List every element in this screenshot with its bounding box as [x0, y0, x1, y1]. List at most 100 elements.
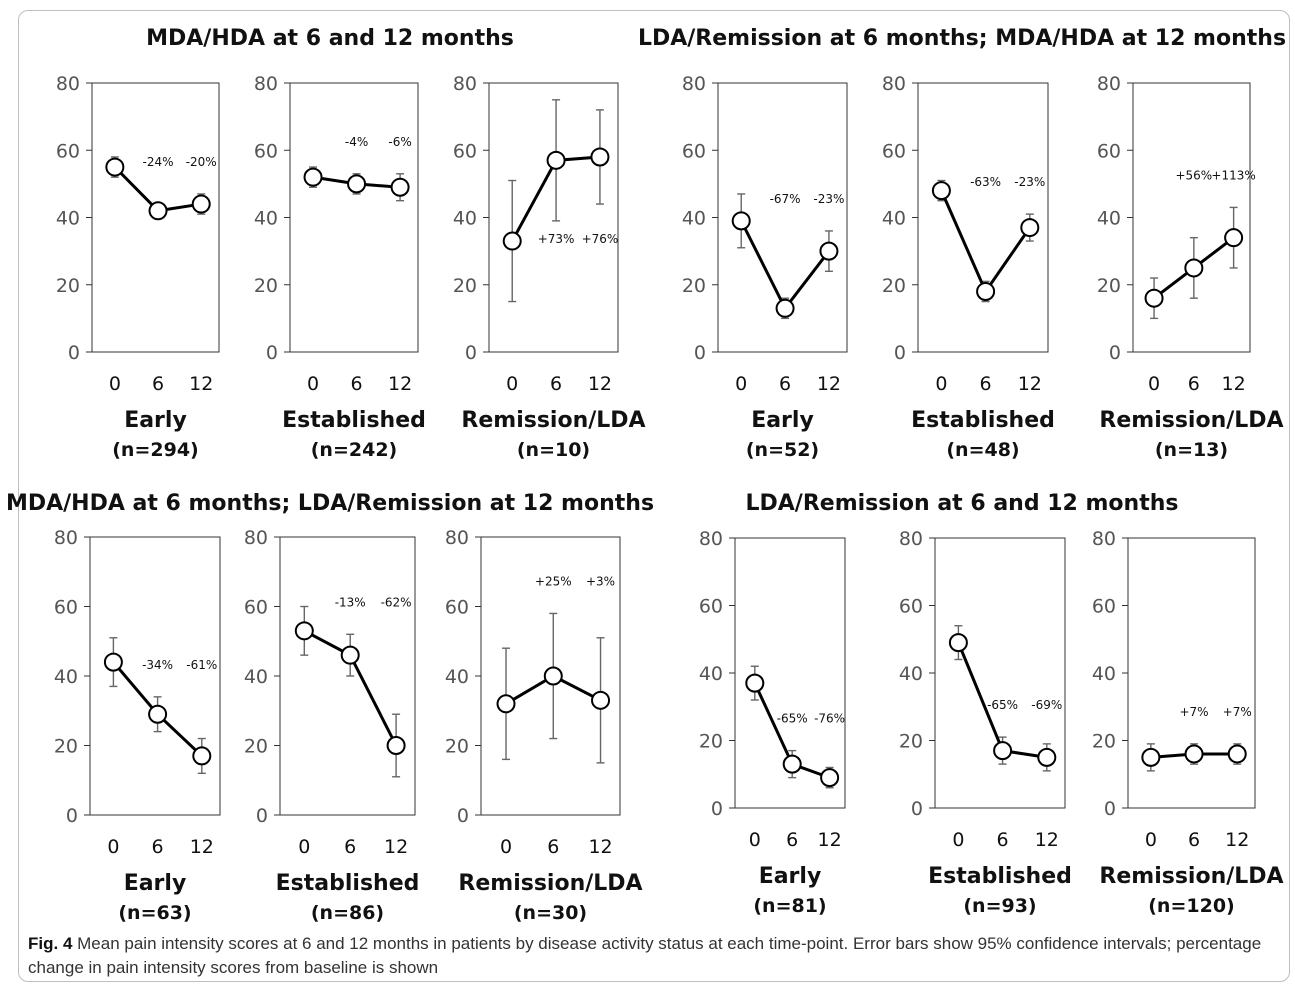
- y-tick-label-g3p1: 0: [66, 805, 78, 827]
- pct-change-label-g3p3: +3%: [586, 574, 615, 588]
- x-tick-label-g4p1: 12: [818, 829, 842, 851]
- x-tick-label-g4p3: 12: [1225, 829, 1249, 851]
- group-title-4: LDA/Remission at 6 and 12 months: [746, 491, 1179, 516]
- data-point-g2p2: [931, 181, 951, 201]
- x-tick-label-g3p1: 6: [152, 836, 164, 858]
- x-tick-label-g2p2: 6: [980, 373, 992, 395]
- y-tick-label-g3p1: 40: [54, 666, 78, 688]
- y-tick-label-g2p2: 0: [894, 342, 906, 364]
- x-tick-label-g4p1: 0: [749, 829, 761, 851]
- data-point-g3p2: [294, 621, 314, 641]
- data-point-g1p2: [390, 177, 410, 197]
- y-tick-label-g2p1: 0: [694, 342, 706, 364]
- x-tick-label-g1p3: 0: [506, 373, 518, 395]
- data-point-g4p2: [1037, 747, 1057, 767]
- pct-change-label-g2p3: +113%: [1211, 168, 1255, 182]
- y-tick-label-g3p1: 80: [54, 527, 78, 549]
- y-tick-label-g3p2: 40: [244, 666, 268, 688]
- data-point-g1p3: [502, 231, 522, 251]
- panel-n-g4p2: (n=93): [963, 895, 1036, 917]
- x-tick-label-g1p2: 0: [307, 373, 319, 395]
- data-point-g4p3: [1141, 747, 1161, 767]
- panel-label-g3p3: Remission/LDA: [458, 871, 642, 896]
- y-tick-label-g3p1: 20: [54, 736, 78, 758]
- y-tick-label-g2p1: 80: [682, 73, 706, 95]
- data-point-g2p3: [1224, 228, 1244, 248]
- panel-label-g2p1: Early: [751, 408, 814, 433]
- x-tick-label-g3p3: 0: [500, 836, 512, 858]
- data-point-g3p3: [543, 666, 563, 686]
- panel-n-g4p1: (n=81): [753, 895, 826, 917]
- y-tick-label-g1p3: 60: [453, 140, 477, 162]
- pct-change-label-g3p1: -34%: [142, 658, 173, 672]
- y-tick-label-g2p3: 60: [1097, 140, 1121, 162]
- y-tick-label-g4p3: 20: [1092, 731, 1116, 753]
- plot-area-g4p3: [1127, 537, 1256, 809]
- y-tick-label-g1p1: 60: [56, 140, 80, 162]
- pct-change-label-g1p3: +73%: [538, 232, 575, 246]
- panel-label-g3p1: Early: [124, 871, 187, 896]
- panel-label-g1p3: Remission/LDA: [461, 408, 645, 433]
- y-tick-label-g4p1: 60: [699, 596, 723, 618]
- y-tick-label-g4p2: 60: [899, 596, 923, 618]
- pct-change-label-g2p1: -67%: [770, 192, 801, 206]
- pct-change-label-g3p2: -13%: [335, 595, 366, 609]
- pct-change-label-g3p2: -62%: [381, 595, 412, 609]
- y-tick-label-g2p3: 20: [1097, 275, 1121, 297]
- pct-change-label-g2p2: -63%: [970, 175, 1001, 189]
- panel-label-g2p2: Established: [911, 408, 1055, 433]
- plot-area-g2p3: [1132, 82, 1251, 353]
- pct-change-label-g4p1: -76%: [814, 712, 845, 726]
- x-tick-label-g3p1: 12: [190, 836, 214, 858]
- panel-n-g2p1: (n=52): [746, 439, 819, 461]
- data-point-g4p1: [745, 673, 765, 693]
- y-tick-label-g1p3: 20: [453, 275, 477, 297]
- y-tick-label-g3p3: 40: [445, 666, 469, 688]
- y-tick-label-g1p1: 80: [56, 73, 80, 95]
- y-tick-label-g2p1: 60: [682, 140, 706, 162]
- x-tick-label-g1p1: 0: [109, 373, 121, 395]
- y-tick-label-g4p2: 20: [899, 731, 923, 753]
- data-point-g3p1: [103, 652, 123, 672]
- pct-change-label-g2p3: +56%: [1175, 168, 1212, 182]
- y-tick-label-g1p3: 40: [453, 208, 477, 230]
- x-tick-label-g2p1: 12: [817, 373, 841, 395]
- y-tick-label-g2p1: 20: [682, 275, 706, 297]
- data-point-g1p1: [148, 201, 168, 221]
- x-tick-label-g2p1: 6: [779, 373, 791, 395]
- x-tick-label-g4p1: 6: [786, 829, 798, 851]
- x-tick-label-g4p3: 6: [1188, 829, 1200, 851]
- pct-change-label-g4p2: -69%: [1031, 698, 1062, 712]
- x-tick-label-g4p3: 0: [1145, 829, 1157, 851]
- x-tick-label-g3p1: 0: [107, 836, 119, 858]
- panel-label-g4p2: Established: [928, 864, 1072, 889]
- caption-text: Mean pain intensity scores at 6 and 12 m…: [28, 934, 1262, 977]
- panel-label-g1p2: Established: [282, 408, 426, 433]
- x-tick-label-g1p1: 6: [152, 373, 164, 395]
- x-tick-label-g2p3: 0: [1148, 373, 1160, 395]
- y-tick-label-g3p2: 60: [244, 597, 268, 619]
- y-tick-label-g4p1: 20: [699, 731, 723, 753]
- panel-n-g1p3: (n=10): [517, 439, 590, 461]
- panel-n-g3p3: (n=30): [514, 902, 587, 924]
- group-title-3: MDA/HDA at 6 months; LDA/Remission at 12…: [6, 491, 654, 516]
- data-point-g1p3: [590, 147, 610, 167]
- y-tick-label-g1p1: 0: [68, 342, 80, 364]
- data-point-g3p2: [340, 645, 360, 665]
- group-title-1: MDA/HDA at 6 and 12 months: [146, 26, 514, 51]
- y-tick-label-g3p3: 20: [445, 736, 469, 758]
- data-point-g3p1: [148, 704, 168, 724]
- figure-caption: Fig. 4 Mean pain intensity scores at 6 a…: [28, 932, 1268, 980]
- data-point-g1p1: [191, 194, 211, 214]
- x-tick-label-g2p2: 0: [935, 373, 947, 395]
- y-tick-label-g4p1: 80: [699, 528, 723, 550]
- y-tick-label-g1p2: 60: [254, 140, 278, 162]
- y-tick-label-g3p3: 0: [457, 805, 469, 827]
- y-tick-label-g3p2: 0: [256, 805, 268, 827]
- y-tick-label-g2p2: 40: [882, 208, 906, 230]
- panel-n-g1p1: (n=294): [112, 439, 198, 461]
- y-tick-label-g4p2: 0: [911, 798, 923, 820]
- y-tick-label-g2p3: 80: [1097, 73, 1121, 95]
- x-tick-label-g1p2: 6: [351, 373, 363, 395]
- y-tick-label-g2p3: 40: [1097, 208, 1121, 230]
